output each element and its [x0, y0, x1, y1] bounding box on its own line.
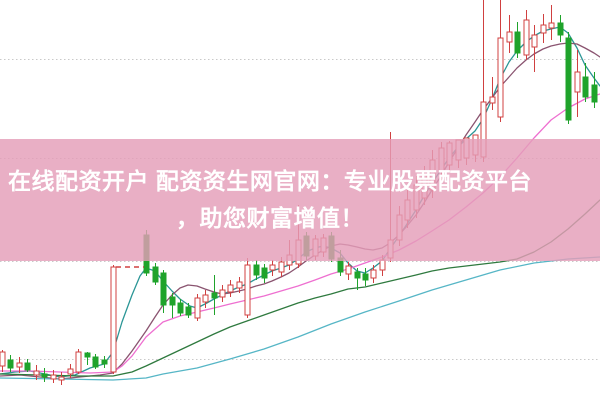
ad-banner-line2: ，助您财富增值！: [176, 205, 364, 231]
ad-banner-line1: 在线配资开户 配资资生网官网：专业股票配资平台: [8, 168, 532, 194]
ad-banner-overlay[interactable]: 在线配资开户 配资资生网官网：专业股票配资平台 ，助您财富增值！: [0, 139, 600, 261]
